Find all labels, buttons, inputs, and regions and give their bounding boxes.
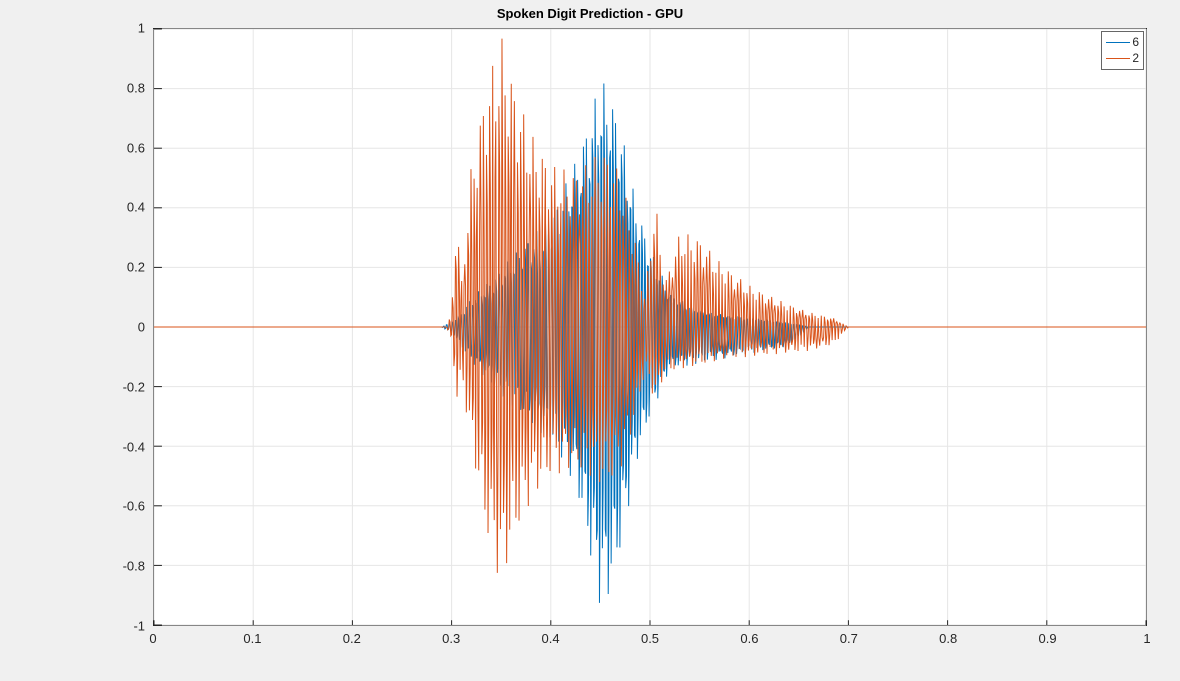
x-tick-label: 0.7	[840, 632, 858, 645]
legend-swatch	[1106, 58, 1130, 59]
y-tick-label: -0.4	[123, 440, 145, 453]
x-tick-label: 1	[1143, 632, 1150, 645]
legend-entry: 2	[1106, 50, 1139, 66]
x-tick-label: 0.2	[343, 632, 361, 645]
y-tick-label: 0.2	[127, 261, 145, 274]
legend: 62	[1101, 31, 1144, 70]
y-tick-label: -1	[133, 620, 145, 633]
x-tick-label: 0.1	[243, 632, 261, 645]
legend-entry: 6	[1106, 34, 1139, 50]
plot-canvas	[154, 29, 1146, 625]
y-tick-label: 0.6	[127, 141, 145, 154]
y-tick-label: 1	[138, 22, 145, 35]
y-tick-label: 0.8	[127, 81, 145, 94]
chart-title: Spoken Digit Prediction - GPU	[0, 6, 1180, 21]
chart-axes: 62	[153, 28, 1147, 626]
y-tick-label: 0	[138, 321, 145, 334]
x-tick-label: 0.4	[542, 632, 560, 645]
x-tick-label: 0	[149, 632, 156, 645]
legend-swatch	[1106, 42, 1130, 43]
x-tick-label: 0.8	[939, 632, 957, 645]
y-tick-label: 0.4	[127, 201, 145, 214]
legend-label: 6	[1132, 35, 1139, 49]
y-tick-label: -0.2	[123, 380, 145, 393]
legend-label: 2	[1132, 51, 1139, 65]
y-tick-label: -0.8	[123, 560, 145, 573]
x-tick-label: 0.5	[641, 632, 659, 645]
figure: Spoken Digit Prediction - GPU 62 00.10.2…	[0, 0, 1180, 681]
x-tick-label: 0.9	[1039, 632, 1057, 645]
x-tick-label: 0.6	[740, 632, 758, 645]
x-tick-label: 0.3	[442, 632, 460, 645]
y-tick-label: -0.6	[123, 500, 145, 513]
